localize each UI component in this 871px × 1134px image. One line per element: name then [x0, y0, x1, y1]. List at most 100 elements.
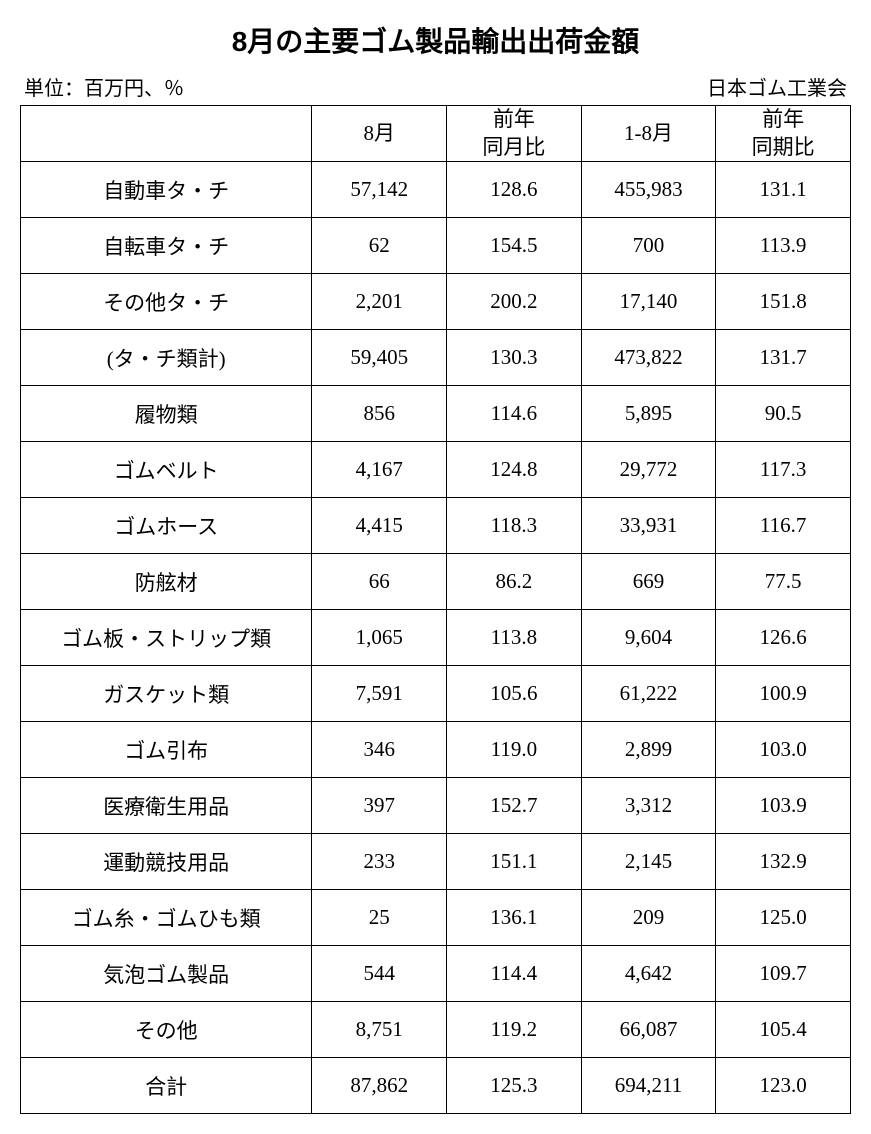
- row-name-cell: ガスケット類: [21, 666, 312, 722]
- data-cell: 113.8: [447, 610, 582, 666]
- data-cell: 4,167: [312, 442, 447, 498]
- data-cell: 2,145: [581, 834, 716, 890]
- data-cell: 59,405: [312, 330, 447, 386]
- header-cell-period: 1-8月: [581, 106, 716, 162]
- data-cell: 33,931: [581, 498, 716, 554]
- data-cell: 119.0: [447, 722, 582, 778]
- data-cell: 103.9: [716, 778, 851, 834]
- data-cell: 346: [312, 722, 447, 778]
- data-cell: 9,604: [581, 610, 716, 666]
- row-name-cell: その他タ・チ: [21, 274, 312, 330]
- data-cell: 151.8: [716, 274, 851, 330]
- data-cell: 5,895: [581, 386, 716, 442]
- data-cell: 151.1: [447, 834, 582, 890]
- data-cell: 455,983: [581, 162, 716, 218]
- table-row: ガスケット類7,591105.661,222100.9: [21, 666, 851, 722]
- data-cell: 77.5: [716, 554, 851, 610]
- table-row: ゴム板・ストリップ類1,065113.89,604126.6: [21, 610, 851, 666]
- data-cell: 130.3: [447, 330, 582, 386]
- header-row: 8月 前年同月比 1-8月 前年同期比: [21, 106, 851, 162]
- data-cell: 17,140: [581, 274, 716, 330]
- table-row: 履物類856114.65,89590.5: [21, 386, 851, 442]
- row-name-cell: 履物類: [21, 386, 312, 442]
- data-cell: 128.6: [447, 162, 582, 218]
- data-cell: 544: [312, 946, 447, 1002]
- row-name-cell: 合計: [21, 1058, 312, 1114]
- row-name-cell: 自転車タ・チ: [21, 218, 312, 274]
- table-row: 医療衛生用品397152.73,312103.9: [21, 778, 851, 834]
- data-cell: 131.1: [716, 162, 851, 218]
- data-cell: 57,142: [312, 162, 447, 218]
- data-cell: 25: [312, 890, 447, 946]
- table-row: 合計87,862125.3694,211123.0: [21, 1058, 851, 1114]
- data-cell: 3,312: [581, 778, 716, 834]
- data-cell: 200.2: [447, 274, 582, 330]
- table-header: 8月 前年同月比 1-8月 前年同期比: [21, 106, 851, 162]
- data-cell: 8,751: [312, 1002, 447, 1058]
- data-cell: 116.7: [716, 498, 851, 554]
- data-cell: 132.9: [716, 834, 851, 890]
- data-cell: 90.5: [716, 386, 851, 442]
- data-cell: 119.2: [447, 1002, 582, 1058]
- table-row: (タ・チ類計)59,405130.3473,822131.7: [21, 330, 851, 386]
- row-name-cell: ゴム板・ストリップ類: [21, 610, 312, 666]
- data-cell: 125.3: [447, 1058, 582, 1114]
- source-label: 日本ゴム工業会: [707, 72, 847, 101]
- data-cell: 118.3: [447, 498, 582, 554]
- table-row: ゴム引布346119.02,899103.0: [21, 722, 851, 778]
- data-cell: 123.0: [716, 1058, 851, 1114]
- data-cell: 4,415: [312, 498, 447, 554]
- data-cell: 2,201: [312, 274, 447, 330]
- data-cell: 103.0: [716, 722, 851, 778]
- data-cell: 100.9: [716, 666, 851, 722]
- data-cell: 105.6: [447, 666, 582, 722]
- table-row: ゴム糸・ゴムひも類25136.1209125.0: [21, 890, 851, 946]
- header-cell-yoy-period: 前年同期比: [716, 106, 851, 162]
- data-cell: 109.7: [716, 946, 851, 1002]
- row-name-cell: 運動競技用品: [21, 834, 312, 890]
- table-row: その他タ・チ2,201200.217,140151.8: [21, 274, 851, 330]
- data-cell: 113.9: [716, 218, 851, 274]
- data-cell: 117.3: [716, 442, 851, 498]
- data-cell: 61,222: [581, 666, 716, 722]
- unit-label: 単位：百万円、％: [24, 72, 184, 101]
- row-name-cell: 自動車タ・チ: [21, 162, 312, 218]
- data-cell: 397: [312, 778, 447, 834]
- data-cell: 86.2: [447, 554, 582, 610]
- data-cell: 473,822: [581, 330, 716, 386]
- row-name-cell: その他: [21, 1002, 312, 1058]
- header-cell-name: [21, 106, 312, 162]
- data-cell: 856: [312, 386, 447, 442]
- header-cell-yoy-month: 前年同月比: [447, 106, 582, 162]
- data-cell: 7,591: [312, 666, 447, 722]
- table-row: 運動競技用品233151.12,145132.9: [21, 834, 851, 890]
- table-row: 自転車タ・チ62154.5700113.9: [21, 218, 851, 274]
- data-cell: 124.8: [447, 442, 582, 498]
- table-body: 自動車タ・チ57,142128.6455,983131.1自転車タ・チ62154…: [21, 162, 851, 1114]
- data-cell: 694,211: [581, 1058, 716, 1114]
- data-cell: 233: [312, 834, 447, 890]
- data-cell: 131.7: [716, 330, 851, 386]
- data-cell: 136.1: [447, 890, 582, 946]
- data-cell: 114.4: [447, 946, 582, 1002]
- data-table: 8月 前年同月比 1-8月 前年同期比 自動車タ・チ57,142128.6455…: [20, 105, 851, 1114]
- row-name-cell: ゴムベルト: [21, 442, 312, 498]
- table-row: 防舷材6686.266977.5: [21, 554, 851, 610]
- data-cell: 209: [581, 890, 716, 946]
- data-cell: 700: [581, 218, 716, 274]
- data-cell: 114.6: [447, 386, 582, 442]
- table-row: ゴムホース4,415118.333,931116.7: [21, 498, 851, 554]
- row-name-cell: ゴムホース: [21, 498, 312, 554]
- row-name-cell: 気泡ゴム製品: [21, 946, 312, 1002]
- data-cell: 29,772: [581, 442, 716, 498]
- data-cell: 4,642: [581, 946, 716, 1002]
- data-cell: 2,899: [581, 722, 716, 778]
- data-cell: 126.6: [716, 610, 851, 666]
- subheader: 単位：百万円、％ 日本ゴム工業会: [20, 72, 851, 101]
- page-title: 8月の主要ゴム製品輸出出荷金額: [20, 20, 851, 60]
- row-name-cell: ゴム引布: [21, 722, 312, 778]
- data-cell: 154.5: [447, 218, 582, 274]
- data-cell: 66: [312, 554, 447, 610]
- table-row: その他8,751119.266,087105.4: [21, 1002, 851, 1058]
- data-cell: 62: [312, 218, 447, 274]
